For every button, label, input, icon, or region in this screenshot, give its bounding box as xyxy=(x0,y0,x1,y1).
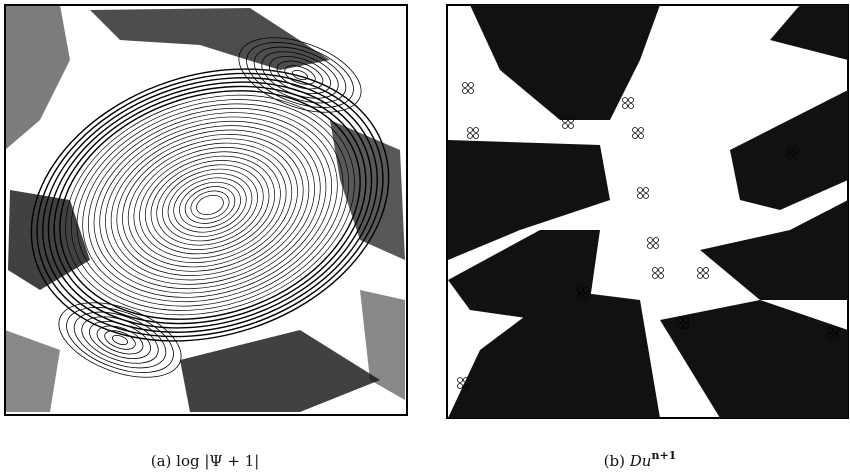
caption-b: (b) Dun+1 xyxy=(604,449,677,470)
pattern-panel xyxy=(447,5,848,418)
caption-a: (a) log |Ψ + 1| xyxy=(151,452,260,470)
figure: (a) log |Ψ + 1| (b) Dun+1 xyxy=(0,0,850,474)
contour-panel xyxy=(0,5,424,415)
page: (a) log |Ψ + 1| (b) Dun+1 (() => { const… xyxy=(0,0,850,474)
